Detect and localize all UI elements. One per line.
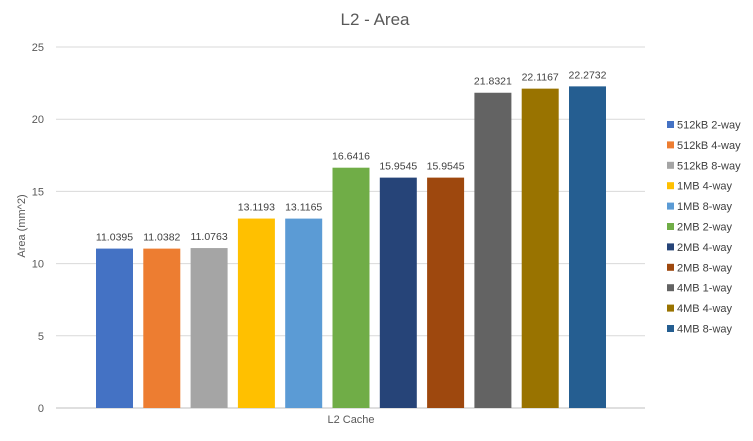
data-label: 13.1193 <box>238 202 275 214</box>
legend-entry: 2MB 8-way <box>677 262 733 274</box>
legend-swatch <box>667 284 674 292</box>
data-label: 11.0382 <box>143 232 180 244</box>
legend-swatch <box>667 202 674 210</box>
bar <box>143 248 181 408</box>
legend-swatch <box>667 243 674 251</box>
bars <box>96 86 606 408</box>
legend-entry: 4MB 4-way <box>677 303 733 315</box>
legend-swatch <box>667 182 674 190</box>
legend-entry: 512kB 4-way <box>677 140 741 152</box>
legend-entry: 4MB 8-way <box>677 324 733 336</box>
bar <box>96 248 133 408</box>
bar <box>285 218 323 408</box>
bar <box>332 167 370 408</box>
legend-entry: 2MB 2-way <box>677 222 733 234</box>
legend-swatch <box>667 161 674 169</box>
y-tick-label: 20 <box>32 114 44 126</box>
bar <box>237 218 275 408</box>
legend: 512kB 2-way 512kB 4-way 512kB 8-way 1MB 4-w… <box>667 120 741 336</box>
y-tick-label: 15 <box>32 186 44 198</box>
legend-swatch <box>667 304 674 312</box>
legend-swatch <box>667 325 674 332</box>
data-label: 13.1165 <box>285 202 322 214</box>
legend-entry: 1MB 8-way <box>677 201 733 213</box>
bar <box>474 92 512 408</box>
y-tick-label: 25 <box>32 42 44 54</box>
data-labels: 11.0395 11.0382 11.0763 13.1193 13.1165 16.64… <box>96 69 607 243</box>
data-label: 16.6416 <box>332 151 370 163</box>
legend-entry: 4MB 1-way <box>677 283 733 295</box>
data-label: 15.9545 <box>379 161 417 173</box>
data-label: 11.0395 <box>96 232 133 244</box>
legend-entry: 512kB 8-way <box>677 160 741 172</box>
bar <box>379 177 417 408</box>
data-label: 11.0763 <box>191 231 228 243</box>
legend-swatch <box>667 141 674 149</box>
bar <box>569 86 606 408</box>
data-label: 22.1167 <box>522 72 559 84</box>
bar <box>427 177 465 408</box>
y-tick-label: 0 <box>38 403 44 415</box>
chart-title: L2 - Area <box>341 10 411 29</box>
x-axis-label: L2 Cache <box>327 414 374 426</box>
legend-swatch <box>667 223 674 230</box>
bar <box>521 88 559 408</box>
legend-entry: 1MB 4-way <box>677 181 733 193</box>
bar <box>190 248 228 408</box>
y-tick-label: 5 <box>38 331 44 343</box>
y-axis-ticks: 0 5 10 15 20 25 <box>32 42 44 415</box>
legend-swatch <box>667 263 674 271</box>
legend-entry: 512kB 2-way <box>677 120 741 132</box>
data-label: 21.8321 <box>474 76 512 88</box>
y-tick-label: 10 <box>32 259 44 271</box>
y-axis-label: Area (mm^2) <box>16 194 28 257</box>
data-label: 22.2732 <box>569 69 607 81</box>
legend-swatch <box>667 121 674 128</box>
legend-entry: 2MB 4-way <box>677 242 733 254</box>
data-label: 15.9545 <box>427 161 465 173</box>
